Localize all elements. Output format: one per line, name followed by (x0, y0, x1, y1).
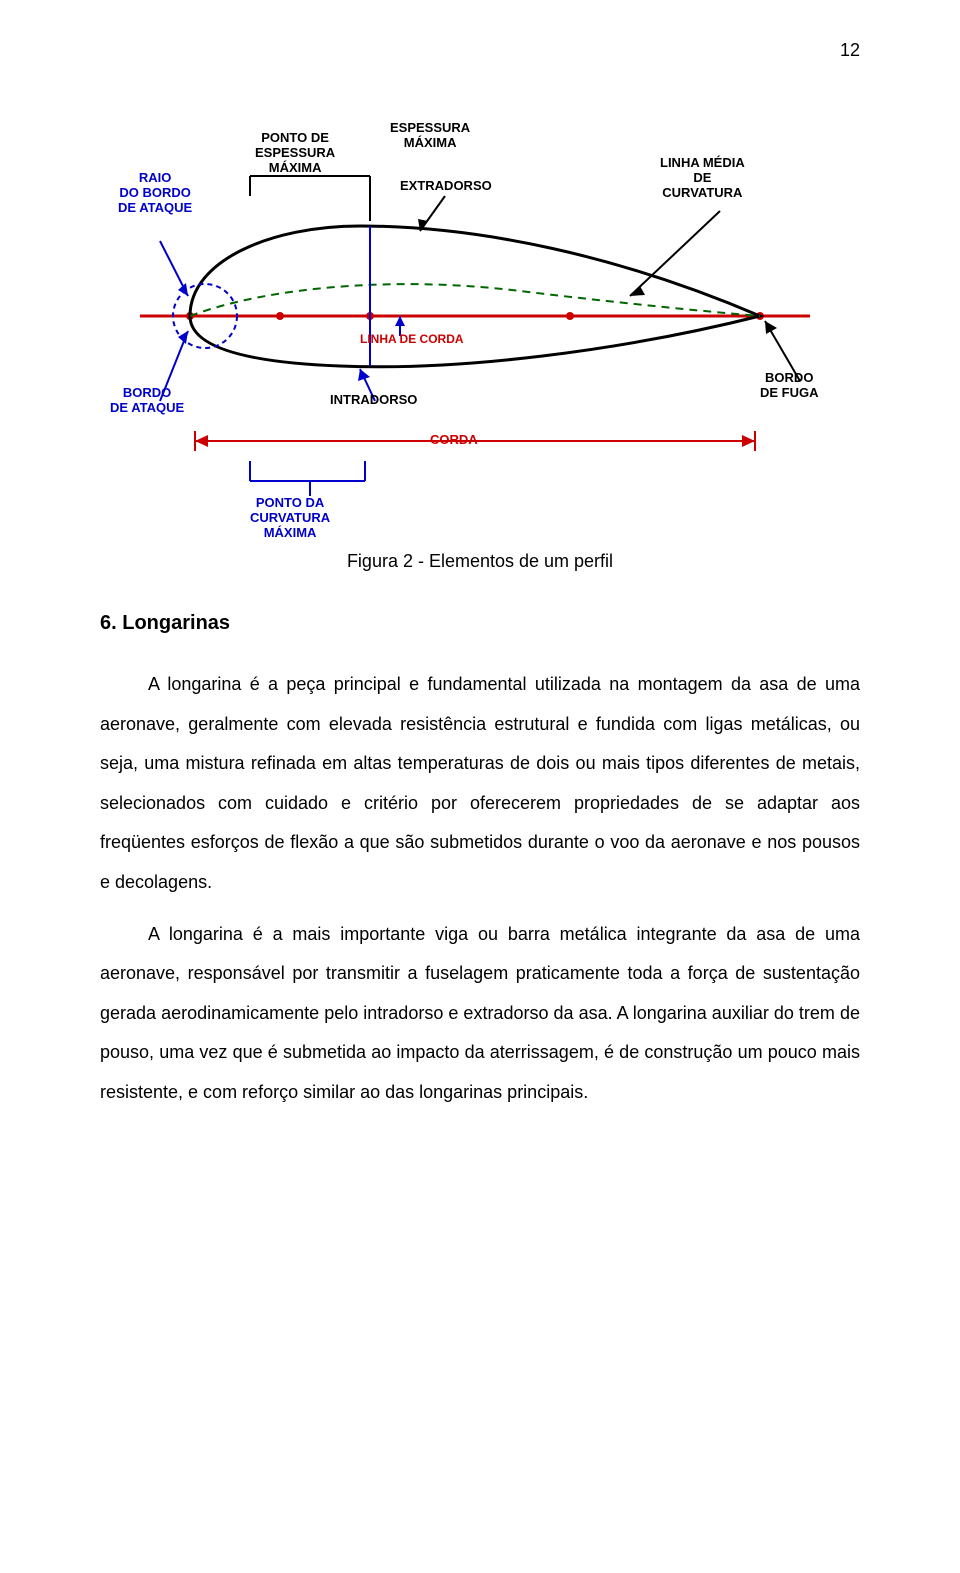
label-linha-media-curvatura: LINHA MÉDIA DE CURVATURA (660, 156, 745, 201)
label-corda: CORDA (430, 433, 478, 448)
label-extradorso: EXTRADORSO (400, 179, 492, 194)
diagram-svg (100, 81, 860, 541)
label-bordo-fuga: BORDO DE FUGA (760, 371, 819, 401)
section-heading: 6. Longarinas (100, 612, 860, 635)
page-number: 12 (100, 40, 860, 61)
paragraph-2: A longarina é a mais importante viga ou … (100, 915, 860, 1113)
label-espessura-maxima: ESPESSURA MÁXIMA (390, 121, 470, 151)
airfoil-diagram: RAIO DO BORDO DE ATAQUE PONTO DE ESPESSU… (100, 81, 860, 541)
label-linha-de-corda: LINHA DE CORDA (360, 333, 464, 347)
label-ponto-espessura-maxima: PONTO DE ESPESSURA MÁXIMA (255, 131, 335, 176)
label-raio-bordo-ataque: RAIO DO BORDO DE ATAQUE (118, 171, 192, 216)
label-bordo-ataque: BORDO DE ATAQUE (110, 386, 184, 416)
label-ponto-curvatura-maxima: PONTO DA CURVATURA MÁXIMA (250, 496, 330, 541)
paragraph-1: A longarina é a peça principal e fundame… (100, 665, 860, 903)
figure-caption: Figura 2 - Elementos de um perfil (100, 551, 860, 572)
label-intradorso: INTRADORSO (330, 393, 417, 408)
